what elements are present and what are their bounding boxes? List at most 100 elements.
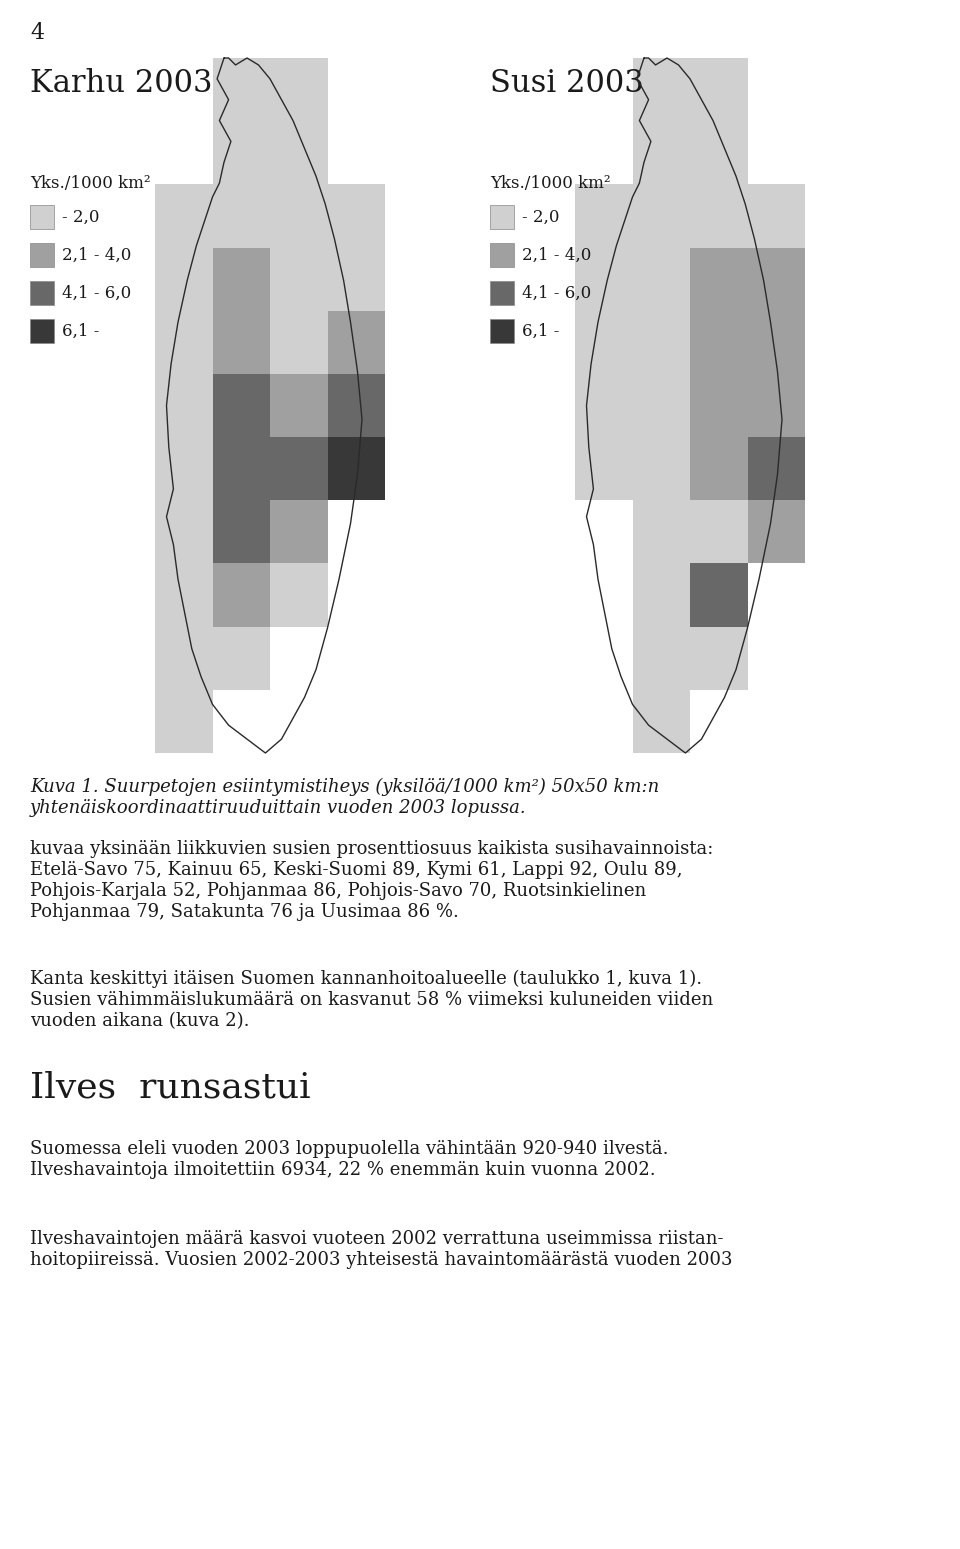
Bar (270, 373, 327, 437)
Text: Pohjanmaa 79, Satakunta 76 ja Uusimaa 86 %.: Pohjanmaa 79, Satakunta 76 ja Uusimaa 86… (30, 903, 459, 922)
Bar (633, 57, 690, 121)
Bar (490, 243, 514, 266)
Bar (212, 437, 270, 500)
Bar (155, 373, 212, 437)
Bar (270, 184, 327, 248)
Text: 4,1 - 6,0: 4,1 - 6,0 (522, 285, 591, 302)
Bar (327, 373, 385, 437)
Bar (327, 184, 385, 248)
Text: 6,1 -: 6,1 - (522, 324, 560, 339)
Bar (633, 437, 690, 500)
Text: Etelä-Savo 75, Kainuu 65, Keski-Suomi 89, Kymi 61, Lappi 92, Oulu 89,: Etelä-Savo 75, Kainuu 65, Keski-Suomi 89… (30, 861, 683, 878)
Bar (633, 564, 690, 627)
Text: Ilveshavaintoja ilmoitettiin 6934, 22 % enemmän kuin vuonna 2002.: Ilveshavaintoja ilmoitettiin 6934, 22 % … (30, 1162, 656, 1179)
Bar (748, 500, 805, 564)
Text: 6,1 -: 6,1 - (62, 324, 100, 339)
Text: Yks./1000 km²: Yks./1000 km² (490, 175, 611, 192)
Bar (690, 311, 748, 373)
Text: vuoden aikana (kuva 2).: vuoden aikana (kuva 2). (30, 1011, 250, 1030)
Bar (327, 311, 385, 373)
Bar (690, 627, 748, 689)
Bar (212, 627, 270, 689)
Bar (155, 437, 212, 500)
Bar (690, 57, 748, 121)
Bar (490, 204, 514, 229)
Bar (212, 184, 270, 248)
Bar (633, 373, 690, 437)
Text: Kanta keskittyi itäisen Suomen kannanhoitoalueelle (taulukko 1, kuva 1).: Kanta keskittyi itäisen Suomen kannanhoi… (30, 970, 702, 988)
Text: Karhu 2003: Karhu 2003 (30, 68, 212, 99)
Bar (270, 564, 327, 627)
Bar (30, 204, 54, 229)
Bar (270, 500, 327, 564)
Text: Kuva 1. Suurpetojen esiintymistiheys (yksilöä/1000 km²) 50x50 km:n: Kuva 1. Suurpetojen esiintymistiheys (yk… (30, 778, 660, 796)
Bar (155, 627, 212, 689)
Bar (212, 248, 270, 311)
Bar (212, 500, 270, 564)
Text: 2,1 - 4,0: 2,1 - 4,0 (522, 246, 591, 263)
Bar (575, 437, 633, 500)
Bar (690, 248, 748, 311)
Bar (575, 311, 633, 373)
Text: yhtenäiskoordinaattiruuduittain vuoden 2003 lopussa.: yhtenäiskoordinaattiruuduittain vuoden 2… (30, 799, 527, 816)
Bar (270, 311, 327, 373)
Text: Susi 2003: Susi 2003 (490, 68, 644, 99)
Bar (748, 437, 805, 500)
Bar (30, 319, 54, 342)
Text: kuvaa yksinään liikkuvien susien prosenttiosuus kaikista susihavainnoista:: kuvaa yksinään liikkuvien susien prosent… (30, 840, 713, 858)
Bar (748, 248, 805, 311)
Bar (490, 280, 514, 305)
Bar (633, 121, 690, 184)
Text: hoitopiireissä. Vuosien 2002-2003 yhteisestä havaintomäärästä vuoden 2003: hoitopiireissä. Vuosien 2002-2003 yhteis… (30, 1252, 732, 1269)
Bar (633, 500, 690, 564)
Bar (490, 319, 514, 342)
Text: Susien vähimmäislukumäärä on kasvanut 58 % viimeksi kuluneiden viiden: Susien vähimmäislukumäärä on kasvanut 58… (30, 991, 713, 1008)
Bar (575, 373, 633, 437)
Bar (748, 184, 805, 248)
Bar (690, 564, 748, 627)
Bar (270, 57, 327, 121)
Text: 2,1 - 4,0: 2,1 - 4,0 (62, 246, 132, 263)
Bar (748, 373, 805, 437)
Text: Ilveshavaintojen määrä kasvoi vuoteen 2002 verrattuna useimmissa riistan-: Ilveshavaintojen määrä kasvoi vuoteen 20… (30, 1230, 724, 1248)
Text: 4: 4 (30, 22, 44, 43)
Bar (327, 248, 385, 311)
Bar (155, 311, 212, 373)
Bar (155, 500, 212, 564)
Bar (575, 184, 633, 248)
Bar (212, 564, 270, 627)
Text: - 2,0: - 2,0 (62, 209, 100, 226)
Bar (633, 627, 690, 689)
Bar (690, 121, 748, 184)
Text: - 2,0: - 2,0 (522, 209, 560, 226)
Text: Yks./1000 km²: Yks./1000 km² (30, 175, 151, 192)
Bar (690, 437, 748, 500)
Bar (633, 184, 690, 248)
Bar (270, 437, 327, 500)
Text: Pohjois-Karjala 52, Pohjanmaa 86, Pohjois-Savo 70, Ruotsinkielinen: Pohjois-Karjala 52, Pohjanmaa 86, Pohjoi… (30, 881, 646, 900)
Bar (575, 248, 633, 311)
Bar (270, 248, 327, 311)
Bar (748, 311, 805, 373)
Bar (633, 311, 690, 373)
Bar (690, 500, 748, 564)
Text: Suomessa eleli vuoden 2003 loppupuolella vähintään 920-940 ilvestä.: Suomessa eleli vuoden 2003 loppupuolella… (30, 1140, 668, 1159)
Bar (633, 689, 690, 753)
Bar (30, 243, 54, 266)
Bar (690, 184, 748, 248)
Bar (212, 373, 270, 437)
Bar (212, 121, 270, 184)
Bar (155, 184, 212, 248)
Bar (270, 121, 327, 184)
Bar (327, 437, 385, 500)
Bar (155, 248, 212, 311)
Bar (30, 280, 54, 305)
Bar (633, 248, 690, 311)
Bar (155, 564, 212, 627)
Bar (155, 689, 212, 753)
Text: 4,1 - 6,0: 4,1 - 6,0 (62, 285, 132, 302)
Text: Ilves  runsastui: Ilves runsastui (30, 1070, 311, 1104)
Bar (690, 373, 748, 437)
Bar (212, 311, 270, 373)
Bar (212, 57, 270, 121)
